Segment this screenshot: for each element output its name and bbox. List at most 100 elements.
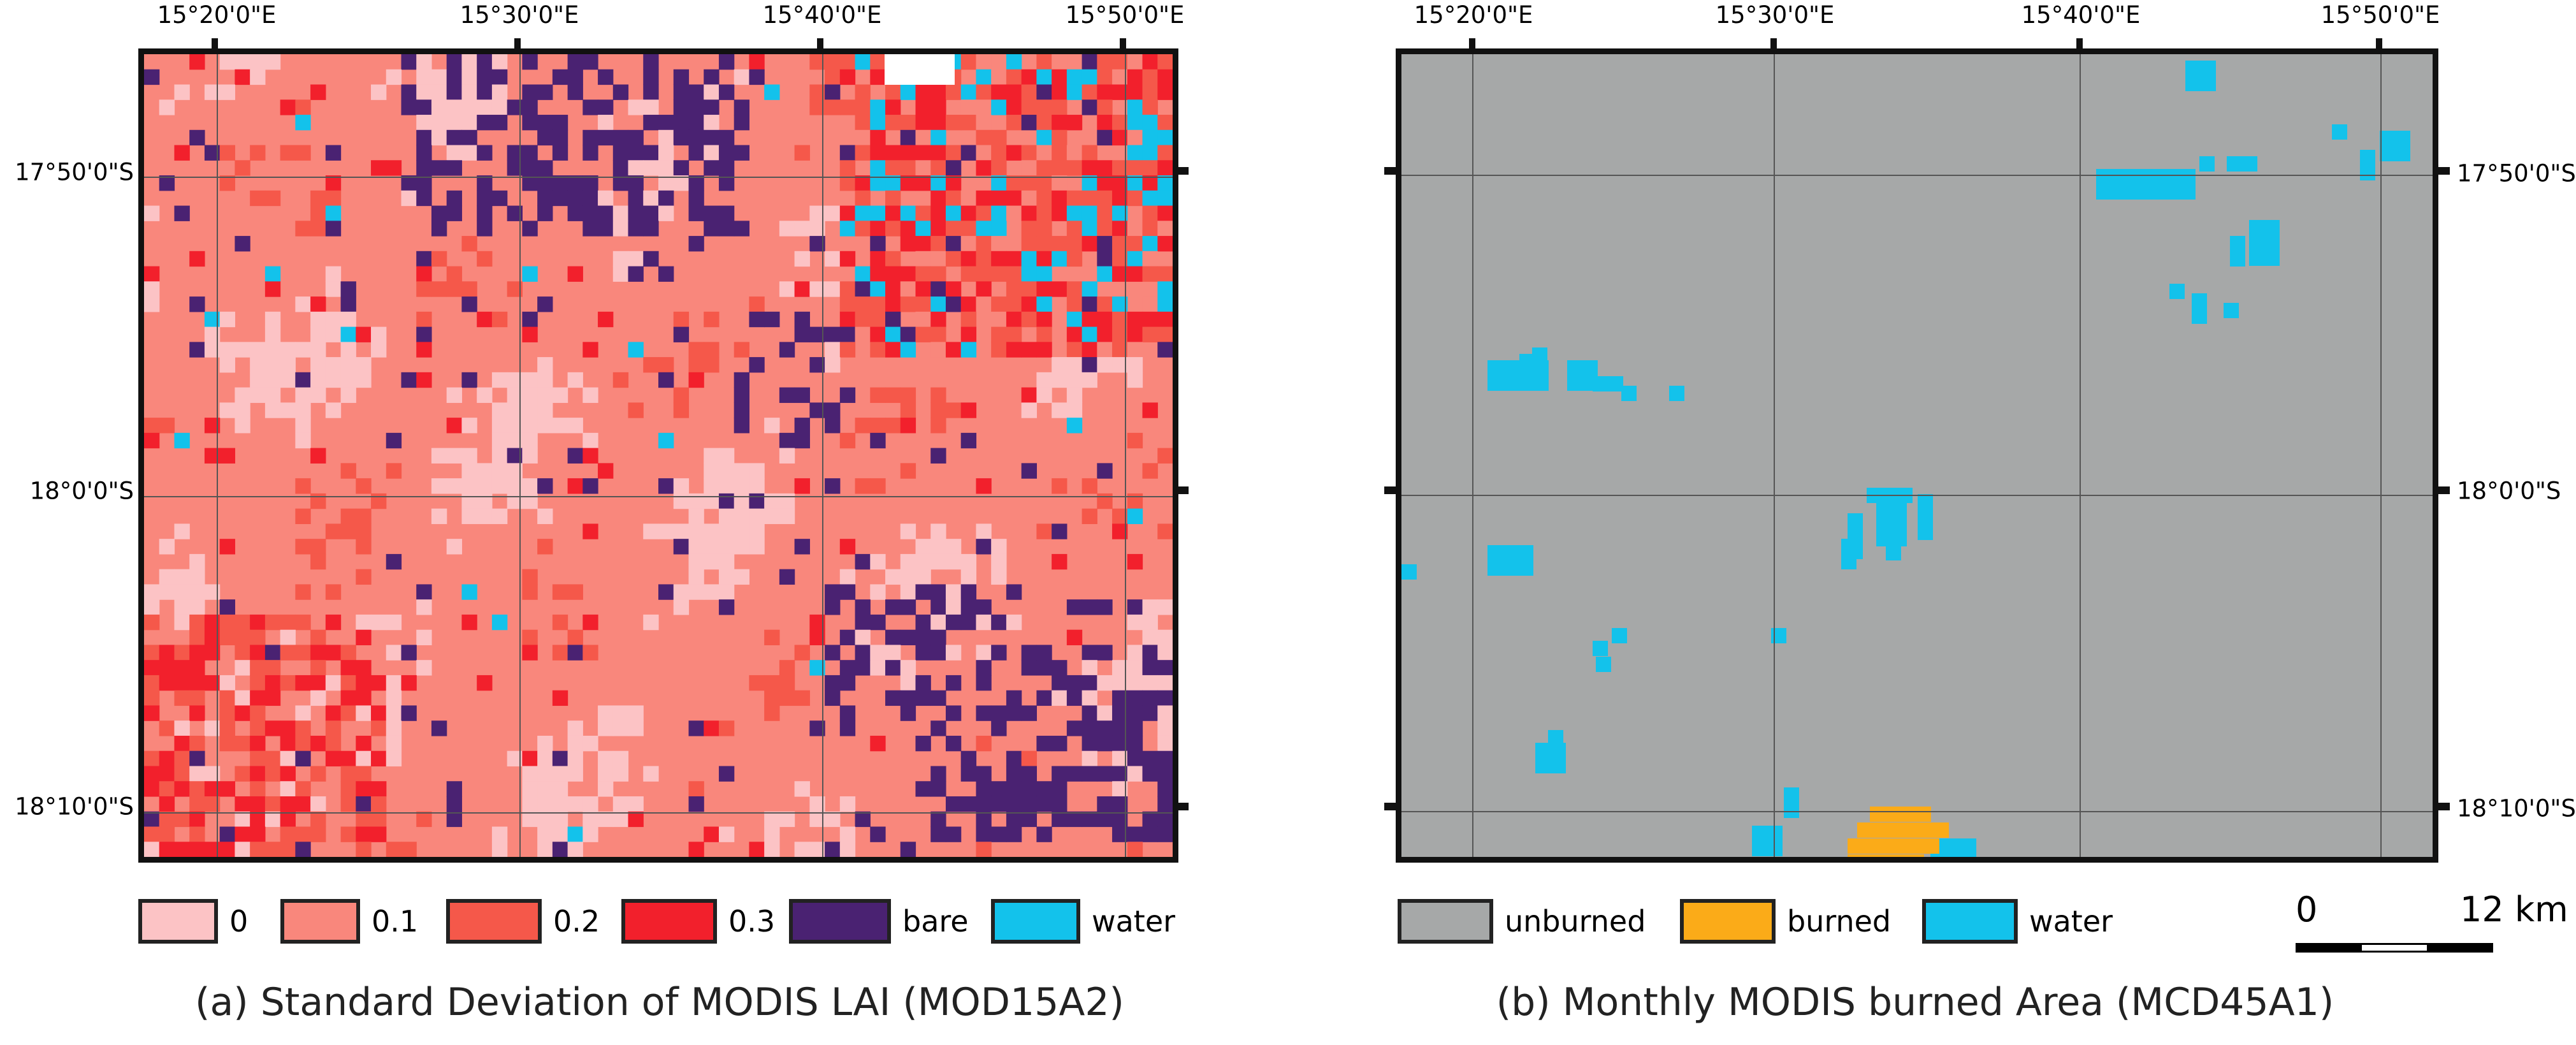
raster-cell	[839, 629, 856, 646]
raster-cell	[1142, 705, 1158, 721]
raster-cell	[264, 402, 281, 418]
raster-cell	[1127, 84, 1143, 100]
raster-cell	[1082, 205, 1097, 221]
raster-cell	[567, 629, 583, 646]
raster-cell	[673, 539, 690, 555]
raster-cell	[960, 553, 977, 570]
raster-cell	[598, 750, 614, 767]
raster-cell	[976, 221, 992, 237]
raster-cell	[749, 463, 765, 479]
raster-cell	[1082, 675, 1097, 691]
raster-cell	[491, 402, 508, 418]
raster-cell	[416, 190, 432, 207]
raster-cell	[552, 781, 568, 797]
raster-cell	[885, 175, 901, 191]
raster-cell	[567, 478, 583, 494]
raster-cell	[1036, 190, 1052, 207]
raster-cell	[612, 221, 629, 237]
burned-area-raster-map[interactable]	[1396, 48, 2438, 863]
raster-cell	[870, 387, 886, 403]
scale-segment	[2362, 945, 2427, 951]
raster-cell	[1142, 160, 1158, 176]
raster-cell	[1127, 372, 1143, 388]
raster-cell	[401, 190, 417, 207]
raster-cell	[189, 296, 205, 312]
lon-label-15-40: 15°40'0"E	[762, 1, 882, 29]
raster-cell	[1021, 145, 1037, 161]
raster-cell	[189, 796, 205, 812]
raster-cell	[371, 705, 387, 721]
raster-cell	[522, 160, 538, 176]
water-patch	[1487, 360, 1549, 391]
raster-cell	[870, 115, 886, 131]
raster-cell	[991, 720, 1007, 736]
raster-cell	[870, 129, 886, 146]
legend-item-0-1: 0.1	[280, 899, 418, 944]
raster-cell	[825, 842, 841, 857]
raster-cell	[446, 99, 463, 115]
raster-cell	[477, 84, 493, 100]
raster-cell	[839, 342, 856, 358]
raster-cell	[567, 418, 583, 434]
raster-cell	[250, 811, 266, 828]
legend-swatch-0	[138, 899, 218, 944]
raster-cell	[779, 508, 795, 524]
raster-cell	[356, 539, 372, 555]
raster-cell	[915, 675, 931, 691]
raster-cell	[1006, 690, 1022, 706]
raster-cell	[144, 675, 160, 691]
raster-cell	[1036, 735, 1052, 752]
raster-cell	[718, 599, 735, 615]
raster-cell	[295, 826, 311, 842]
raster-cell	[310, 493, 326, 509]
raster-cell	[310, 675, 326, 691]
raster-cell	[235, 826, 250, 842]
lat-label-18-00: 18°0'0"S	[2457, 477, 2561, 505]
raster-cell	[1097, 311, 1113, 328]
raster-cell	[219, 690, 236, 706]
raster-cell	[582, 645, 598, 661]
raster-cell	[567, 69, 583, 85]
raster-cell	[628, 145, 644, 161]
raster-cell	[930, 129, 946, 146]
raster-cell	[945, 251, 962, 267]
raster-cell	[250, 69, 266, 85]
burned-patch	[1870, 807, 1931, 822]
raster-cell	[930, 387, 946, 403]
raster-cell	[915, 115, 931, 131]
raster-cell	[1157, 342, 1173, 358]
raster-cell	[885, 569, 901, 585]
raster-cell	[446, 478, 463, 494]
raster-cell	[159, 811, 175, 828]
raster-cell	[991, 251, 1007, 267]
raster-cell	[598, 129, 614, 146]
raster-cell	[825, 281, 841, 297]
raster-cell	[491, 115, 508, 131]
raster-cell	[491, 614, 508, 631]
raster-cell	[264, 675, 281, 691]
raster-cell	[976, 160, 992, 176]
raster-cell	[491, 99, 508, 115]
legend-item-bare: bare	[789, 899, 969, 944]
raster-cell	[900, 175, 916, 191]
raster-cell	[1127, 553, 1143, 570]
raster-cell	[174, 766, 190, 782]
raster-cell	[915, 205, 931, 221]
raster-cell	[461, 493, 477, 509]
raster-cell	[340, 342, 356, 358]
raster-cell	[1097, 84, 1113, 100]
raster-cell	[704, 584, 720, 600]
raster-cell	[295, 115, 311, 131]
lai-std-raster-map[interactable]	[138, 48, 1178, 863]
raster-cell	[976, 735, 992, 752]
raster-cell	[386, 160, 402, 176]
raster-cell	[386, 69, 402, 85]
raster-cell	[1066, 190, 1083, 207]
raster-cell	[295, 842, 311, 857]
raster-cell	[764, 493, 780, 509]
raster-cell	[960, 221, 977, 237]
raster-cell	[870, 69, 886, 85]
raster-cell	[688, 190, 704, 207]
raster-cell	[855, 266, 871, 282]
raster-cell	[340, 750, 356, 767]
